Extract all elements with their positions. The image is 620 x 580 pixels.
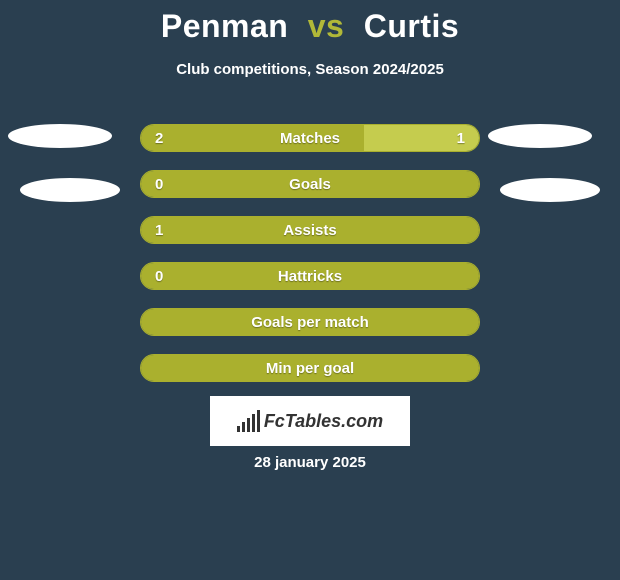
stat-bar-track: Min per goal (140, 354, 480, 382)
player2-name: Curtis (364, 8, 459, 44)
stat-row: 0Hattricks (0, 262, 620, 290)
placeholder-oval (500, 178, 600, 202)
stat-value-left: 0 (141, 171, 177, 198)
stat-bar-track: 0Goals (140, 170, 480, 198)
stat-row: Min per goal (0, 354, 620, 382)
fctables-logo: FcTables.com (210, 396, 410, 446)
stat-row: 1Assists (0, 216, 620, 244)
stat-bar-fill-left (141, 355, 479, 381)
subtitle: Club competitions, Season 2024/2025 (0, 61, 620, 78)
logo-text: FcTables.com (264, 411, 383, 432)
stat-bar-fill-left (141, 171, 479, 197)
stat-value-left: 2 (141, 125, 177, 152)
stat-rows: 21Matches0Goals1Assists0HattricksGoals p… (0, 124, 620, 400)
logo-bar (242, 422, 245, 432)
stat-bar-track: 1Assists (140, 216, 480, 244)
stat-bar-fill-left (141, 263, 479, 289)
stat-bar-track: Goals per match (140, 308, 480, 336)
stat-value-left: 1 (141, 217, 177, 244)
date-label: 28 january 2025 (0, 454, 620, 471)
logo-bars-icon (237, 410, 260, 432)
stat-value-left: 0 (141, 263, 177, 290)
vs-text: vs (308, 8, 345, 44)
player1-name: Penman (161, 8, 288, 44)
comparison-title: Penman vs Curtis (0, 0, 620, 45)
placeholder-oval (20, 178, 120, 202)
logo-bar (257, 410, 260, 432)
placeholder-oval (488, 124, 592, 148)
stat-bar-track: 21Matches (140, 124, 480, 152)
stat-bar-fill-left (141, 217, 479, 243)
logo-bar (247, 418, 250, 432)
stat-row: Goals per match (0, 308, 620, 336)
placeholder-oval (8, 124, 112, 148)
logo-bar (252, 414, 255, 432)
stat-value-right: 1 (443, 125, 479, 152)
stat-bar-track: 0Hattricks (140, 262, 480, 290)
stat-bar-fill-left (141, 309, 479, 335)
logo-bar (237, 426, 240, 432)
